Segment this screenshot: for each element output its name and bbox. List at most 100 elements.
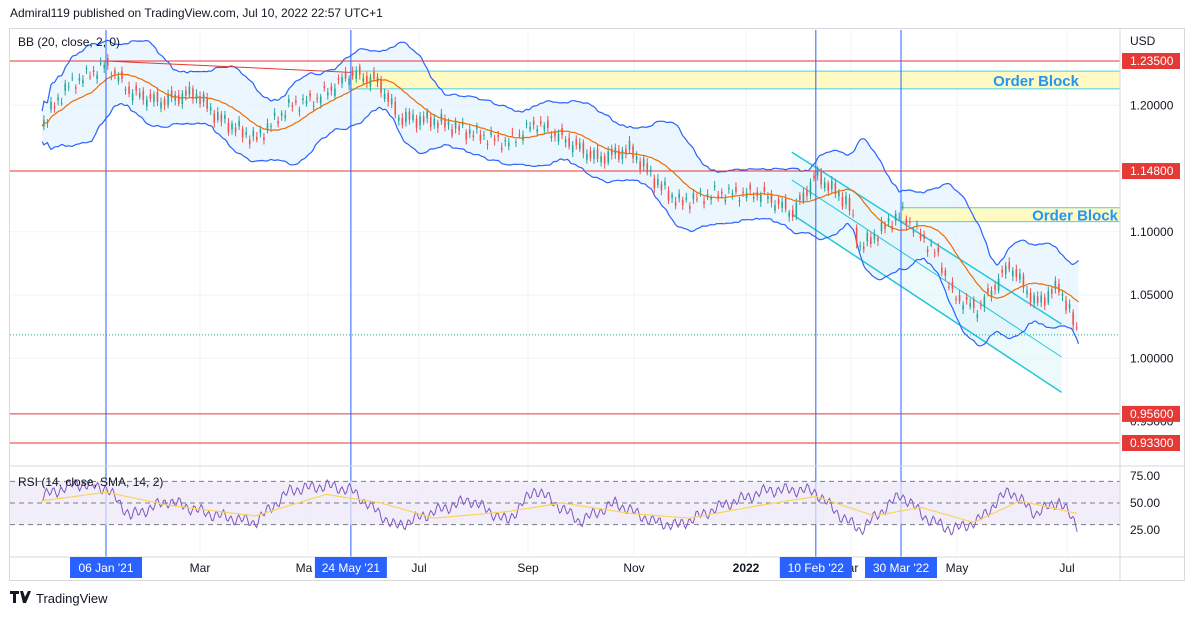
candle-body [816,169,819,176]
price-tick-label: 1.00000 [1130,351,1174,365]
candle-body [398,117,400,121]
candle-body [532,120,535,125]
candle-body [515,141,517,143]
candle-body [820,172,822,185]
candle-body [930,244,932,246]
candle-body [543,125,546,130]
candle-body [192,88,194,99]
candle-body [941,267,943,273]
rsi-tick-label: 50.00 [1130,496,1160,510]
candle-body [852,214,854,216]
candle-body [735,187,737,192]
candle-body [103,64,106,69]
date-flag [779,557,852,578]
candle-body [60,102,63,104]
candle-body [316,98,318,100]
candle-body [508,142,510,147]
candle-body [1065,300,1067,311]
candle-body [717,195,720,198]
candle-body [642,158,645,167]
candle-body [305,100,308,104]
candle-body [791,210,794,218]
candle-body [206,97,208,109]
candle-body [799,195,801,200]
candle-body [887,218,890,223]
candle-body [415,118,418,128]
candle-body [177,94,180,104]
candle-body [383,93,386,100]
candle-body [554,131,556,137]
candle-body [763,187,766,192]
candle-body [788,212,791,217]
candle-body [497,134,499,137]
candle-body [848,197,851,211]
candle-body [1040,295,1042,303]
footer-brand[interactable]: TradingView [10,591,108,606]
candle-body [405,111,407,123]
candle-body [870,237,872,244]
bollinger-band-fill [42,40,1079,346]
candle-body [841,197,844,207]
candle-body [777,199,780,205]
candle-body [231,123,233,130]
candle-body [216,112,219,120]
candle-body [259,129,262,133]
bollinger-basis-line [41,73,1079,303]
price-tick-label: 1.10000 [1130,225,1174,239]
candle-body [628,140,631,150]
candle-body [728,188,730,190]
candle-body [518,134,521,136]
order-block-label: Order Block [993,73,1080,90]
candle-body [99,62,102,64]
date-flag-label: 10 Feb '22 [788,561,845,575]
candle-body [582,142,585,154]
brand-name: TradingView [36,591,108,606]
candle-body [937,247,940,253]
rsi-tick-label: 75.00 [1130,469,1160,483]
candle-body [75,87,77,89]
date-flag [70,557,142,578]
candle-body [877,238,879,241]
time-tick-label: Mar [190,561,211,575]
candle-body [912,230,915,233]
candle-body [681,199,684,205]
candle-body [571,144,574,153]
candle-body [969,303,972,307]
candle-body [621,150,624,160]
candle-body [213,113,216,123]
candle-body [944,270,947,276]
candle-body [174,94,177,101]
candle-body [408,111,411,120]
candle-body [341,77,343,84]
candle-body [227,122,230,133]
candle-body [664,181,666,186]
candle-body [167,94,169,106]
candle-body [589,151,592,158]
candle-body [557,134,560,142]
candle-body [461,122,464,126]
candle-body [188,86,191,95]
candle-body [809,182,812,195]
rsi-tick-label: 25.00 [1130,523,1160,537]
candle-body [667,191,670,201]
candle-body [156,92,159,102]
candle-body [873,233,876,240]
candle-body [742,191,744,193]
candle-body [674,201,677,206]
time-tick-label: May [946,561,969,575]
publisher-header: Admiral119 published on TradingView.com,… [10,6,383,20]
candle-body [767,196,769,200]
candle-body [117,76,120,81]
candle-body [199,96,201,104]
candle-body [802,192,805,201]
candle-body [579,143,581,149]
price-axis-unit: USD [1130,34,1156,48]
candle-body [195,93,198,100]
order-block-label: Order Block [1032,208,1119,225]
candle-body [884,225,886,229]
candle-body [170,90,173,98]
candle-body [692,193,695,200]
candle-body [344,71,347,79]
candle-body [490,131,492,136]
